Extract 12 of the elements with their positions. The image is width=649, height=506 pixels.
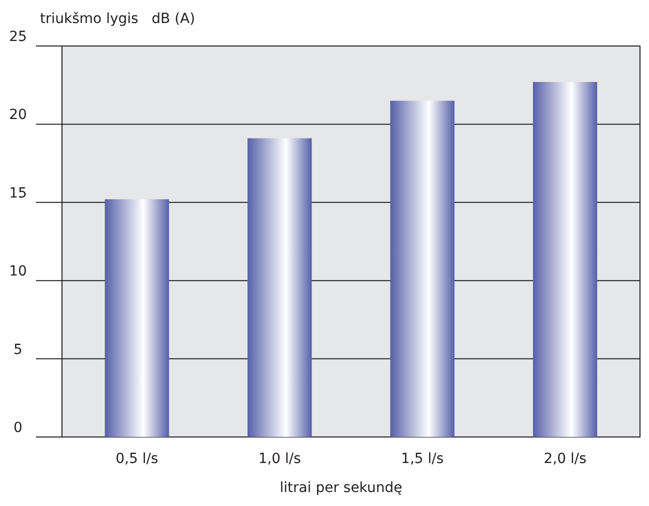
x-tick-label: 1,5 l/s — [401, 451, 444, 467]
y-tick-label: 20 — [9, 107, 27, 124]
x-tick-label: 1,0 l/s — [258, 451, 301, 467]
y-tick-label: 0 — [14, 420, 22, 436]
y-tick-label: 15 — [9, 185, 27, 202]
x-tick-label: 2,0 l/s — [544, 451, 586, 467]
x-axis-title: litrai per sekundę — [280, 480, 402, 496]
x-tick-label: 0,5 l/s — [116, 451, 158, 467]
y-tick-label: 25 — [9, 29, 27, 45]
y-axis-title: triukšmo lygis dB (A) — [40, 11, 196, 27]
y-tick-label: 10 — [9, 264, 27, 280]
y-tick-label: 5 — [14, 342, 22, 358]
